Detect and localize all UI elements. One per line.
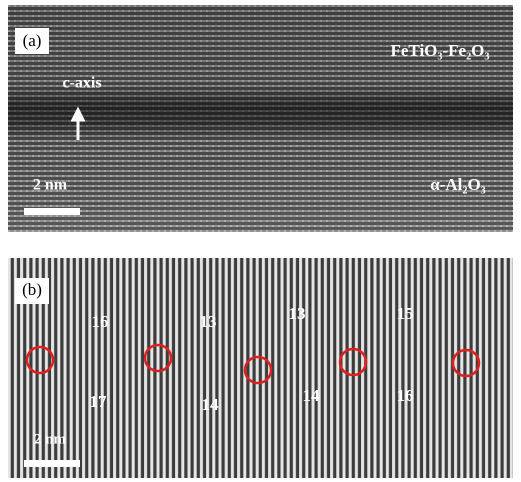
panel-a: (a) FeTiO₃-Fe₂O₃ c-axis 2 nm α-Al₂O₃ xyxy=(8,5,513,232)
dislocation-circle xyxy=(338,347,368,377)
scale-bar xyxy=(24,460,80,467)
scale-label: 2 nm xyxy=(33,177,68,194)
plane-count: 13 xyxy=(200,312,217,331)
plane-count: 13 xyxy=(289,304,306,323)
plane-count: 14 xyxy=(202,395,220,414)
plane-count: 16 xyxy=(92,312,109,331)
scale-bar xyxy=(24,208,80,215)
axis-label: c-axis xyxy=(62,75,101,92)
panel-label: (b) xyxy=(22,280,42,299)
label-box xyxy=(15,278,49,304)
dislocation-circle xyxy=(143,343,173,373)
substrate-label: α-Al₂O₃ xyxy=(430,175,486,194)
panel-b: (b) 16 13 13 15 17 14 14 16 2 nm xyxy=(8,258,513,478)
scale-label: 2 nm xyxy=(34,431,67,447)
plane-count: 14 xyxy=(303,386,321,405)
dislocation-circle xyxy=(243,355,273,385)
interface-band xyxy=(8,5,513,232)
film-label: FeTiO₃-Fe₂O₃ xyxy=(390,41,489,60)
dislocation-circle xyxy=(451,348,481,378)
dislocation-circle xyxy=(25,345,55,375)
counts: 16 13 13 15 17 14 14 16 xyxy=(90,304,414,414)
label-box xyxy=(15,28,49,54)
fft-image xyxy=(8,258,513,478)
plane-count: 16 xyxy=(397,386,414,405)
plane-count: 17 xyxy=(90,392,108,411)
panel-label: (a) xyxy=(23,31,42,50)
plane-count: 15 xyxy=(397,304,414,323)
